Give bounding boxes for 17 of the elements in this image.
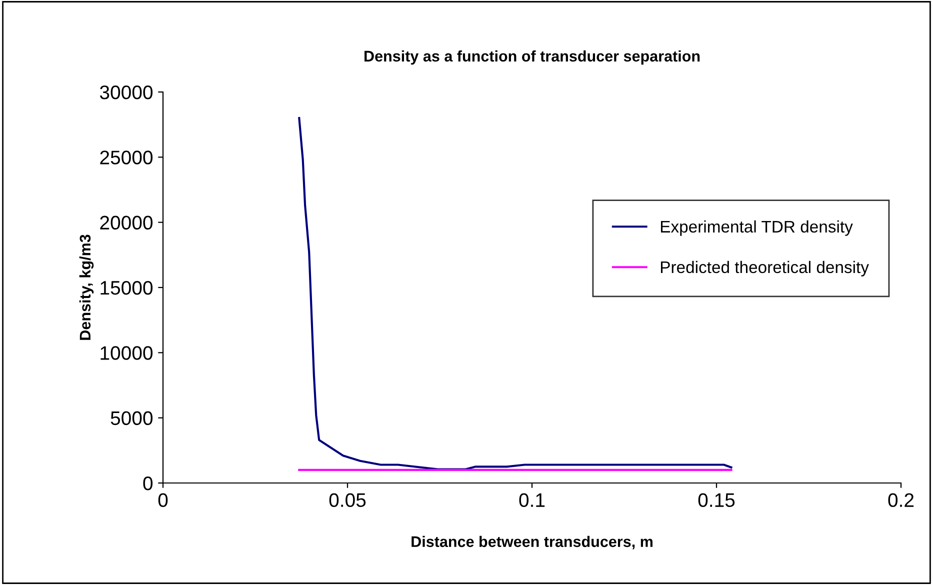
y-tick-label: 15000 (100, 280, 153, 295)
y-axis-title: Density, kg/m3 (79, 234, 94, 340)
x-axis-title: Distance between transducers, m (412, 536, 652, 550)
legend-label: Experimental TDR density (660, 220, 853, 236)
chart-title: Density as a function of transducer separation (364, 50, 700, 65)
y-tick-label: 0 (143, 476, 153, 490)
x-tick-label: 0.05 (329, 493, 366, 508)
legend-label: Predicted theoretical density (660, 260, 869, 276)
y-tick-label: 5000 (110, 411, 153, 426)
x-tick-label: 0.15 (698, 493, 735, 508)
y-tick-label: 30000 (100, 85, 153, 100)
x-tick-label: 0 (158, 493, 168, 508)
x-tick-label: 0.2 (888, 493, 914, 508)
x-tick-label: 0.1 (519, 493, 545, 508)
y-tick-label: 25000 (100, 150, 153, 164)
y-tick-label: 10000 (100, 346, 153, 360)
y-tick-label: 20000 (100, 216, 153, 230)
